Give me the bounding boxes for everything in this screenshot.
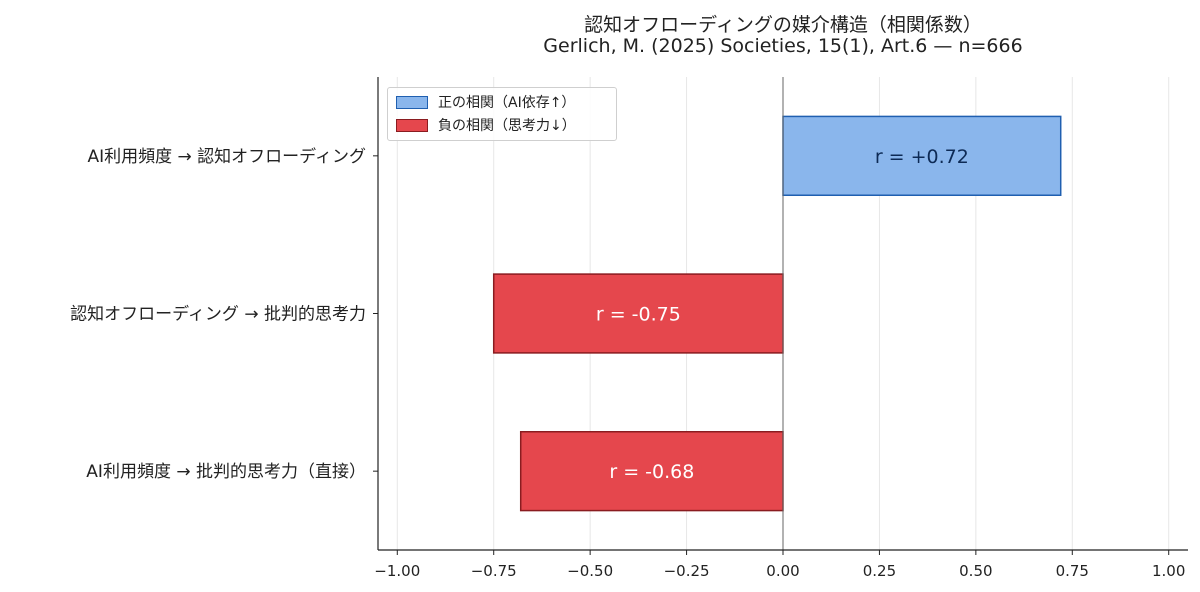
x-tick-label-3: −0.25 xyxy=(664,562,710,580)
x-tick-label-2: −0.50 xyxy=(567,562,613,580)
legend-swatch-positive xyxy=(396,95,428,109)
legend-item-negative: 負の相関（思考力↓） xyxy=(396,116,576,134)
x-tick-label-7: 0.75 xyxy=(1056,562,1089,580)
legend-swatch-negative xyxy=(396,118,428,132)
category-label-2: AI利用頻度 → 認知オフローディング xyxy=(87,146,366,167)
chart-subtitle: Gerlich, M. (2025) Societies, 15(1), Art… xyxy=(543,35,1023,57)
category-label-0: AI利用頻度 → 批判的思考力（直接） xyxy=(86,462,366,482)
bar-label-1: r = -0.75 xyxy=(596,304,681,326)
legend-label-negative: 負の相関（思考力↓） xyxy=(438,118,576,134)
bar-2 xyxy=(782,115,1062,196)
bar-label-0: r = -0.68 xyxy=(609,461,694,483)
x-tick-label-1: −0.75 xyxy=(471,562,517,580)
category-label-1: 認知オフローディング → 批判的思考力 xyxy=(70,304,366,325)
x-tick-label-4: 0.00 xyxy=(766,562,799,580)
chart-title: 認知オフローディングの媒介構造（相関係数） xyxy=(584,14,982,36)
x-tick-label-5: 0.25 xyxy=(863,562,896,580)
legend: 正の相関（AI依存↑） 負の相関（思考力↓） xyxy=(387,87,617,141)
legend-label-positive: 正の相関（AI依存↑） xyxy=(438,95,576,111)
x-tick-label-6: 0.50 xyxy=(959,562,992,580)
x-tick-label-0: −1.00 xyxy=(374,562,420,580)
x-tick-label-8: 1.00 xyxy=(1152,562,1185,580)
bar-0 xyxy=(519,431,784,512)
bar-label-2: r = +0.72 xyxy=(875,146,969,168)
legend-item-positive: 正の相関（AI依存↑） xyxy=(396,93,575,111)
